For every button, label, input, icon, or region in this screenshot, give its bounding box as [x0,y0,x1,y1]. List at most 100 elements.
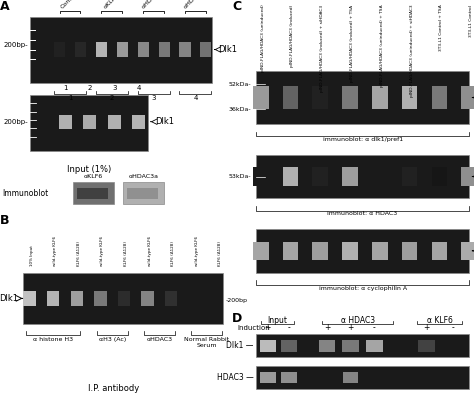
Bar [402,242,418,260]
Bar [366,339,383,352]
Text: αHDAC3a: αHDAC3a [141,0,166,10]
Text: I.P. antibody: I.P. antibody [88,384,139,393]
Bar [128,189,158,198]
Text: Control: Control [60,0,80,10]
Bar [461,87,474,109]
Bar [283,168,298,186]
Bar [283,87,298,109]
Text: Normal Rabbit
Serum: Normal Rabbit Serum [184,337,229,347]
Bar [123,182,164,204]
Bar [256,229,469,272]
Text: αHDAC3a: αHDAC3a [128,173,158,179]
Text: α histone H3: α histone H3 [33,337,73,342]
Text: α KLF6: α KLF6 [427,316,453,325]
Bar [29,17,211,83]
Text: KLF6 (Δ128): KLF6 (Δ128) [171,241,175,266]
Bar [118,291,130,306]
Bar [342,168,358,186]
Bar [83,115,96,129]
Bar [461,242,474,260]
Bar [259,339,276,352]
Text: -: - [373,323,376,332]
Bar [29,95,148,151]
Text: 10% Input: 10% Input [29,245,34,266]
Bar [180,42,191,57]
Bar [283,242,298,260]
Text: 200bp-: 200bp- [4,119,28,125]
Bar [312,242,328,260]
Bar [132,115,146,129]
Bar [432,168,447,186]
Text: αH3 (Ac): αH3 (Ac) [99,337,126,342]
Text: -200bp: -200bp [225,299,247,303]
Text: 2: 2 [88,85,92,91]
Bar [73,182,114,204]
Text: Input (1%): Input (1%) [67,165,111,174]
Text: KLF6 (Δ128): KLF6 (Δ128) [77,241,81,266]
Bar [47,291,59,306]
Text: -: - [288,323,291,332]
Text: +: + [264,323,271,332]
Text: pIND-FLAG/HDAC3 (induced) + TSA: pIND-FLAG/HDAC3 (induced) + TSA [350,5,354,82]
Bar [372,87,388,109]
Bar [54,42,65,57]
Text: pIND-FLAG/HDAC3 (induced) + siHDAC3: pIND-FLAG/HDAC3 (induced) + siHDAC3 [320,5,324,92]
Text: 4: 4 [193,95,198,101]
Bar [75,42,86,57]
Text: Dlk1: Dlk1 [0,294,18,303]
Bar [282,372,297,383]
Bar [402,168,418,186]
Text: 3: 3 [151,95,156,101]
Text: αKLF6: αKLF6 [83,173,103,179]
Text: 2: 2 [109,95,114,101]
Bar [165,291,177,306]
Text: 3: 3 [112,85,117,91]
Text: wild-type KLF6: wild-type KLF6 [53,235,57,266]
Bar [418,339,435,352]
Bar [402,87,418,109]
Bar [71,291,83,306]
Bar [141,291,154,306]
Text: immunoblot: α dlk1/pref1: immunoblot: α dlk1/pref1 [322,137,403,142]
Bar [342,87,358,109]
Bar [342,339,359,352]
Text: 53kDa-: 53kDa- [228,174,251,179]
Bar [253,87,268,109]
Bar [158,42,170,57]
Bar [319,339,335,352]
Text: Input: Input [267,316,287,325]
Bar [372,242,388,260]
Text: pIND-FLAG/HDAC3 (induced): pIND-FLAG/HDAC3 (induced) [291,5,294,67]
Text: 200bp-: 200bp- [4,42,28,48]
Text: pIND-FLAG/HDAC3 (uninduced) + siHDAC3: pIND-FLAG/HDAC3 (uninduced) + siHDAC3 [410,5,414,97]
Text: 3T3-L1 Control: 3T3-L1 Control [469,5,473,37]
Text: -: - [451,323,454,332]
Text: α HDAC3: α HDAC3 [341,316,375,325]
Text: αHDAC3b: αHDAC3b [183,0,208,10]
Bar [312,168,328,186]
Text: +: + [347,323,354,332]
Text: immunoblot: α HDAC3: immunoblot: α HDAC3 [328,212,398,216]
Bar [256,155,469,198]
Bar [23,273,223,324]
Bar [59,115,72,129]
Text: +: + [423,323,430,332]
Text: pIND-FLAG/HDAC3 (uninduced) + TSA: pIND-FLAG/HDAC3 (uninduced) + TSA [380,5,384,87]
Bar [253,242,268,260]
Bar [256,366,469,389]
Text: 1: 1 [63,85,68,91]
Text: immunoblot: α cyclophilin A: immunoblot: α cyclophilin A [319,286,407,291]
Text: 36kDa-: 36kDa- [228,107,251,112]
Text: HDAC3 —: HDAC3 — [217,373,254,382]
Text: 52kDa-: 52kDa- [228,82,251,87]
Bar [117,42,128,57]
Bar [201,42,211,57]
Bar [312,87,328,109]
Text: wild-type KLF6: wild-type KLF6 [195,235,199,266]
Text: Induction: Induction [237,325,270,331]
Text: D: D [232,312,243,325]
Bar [77,189,108,198]
Text: αHDAC3: αHDAC3 [146,337,173,342]
Text: Dlk1 —: Dlk1 — [226,341,254,350]
Text: 4: 4 [137,85,141,91]
